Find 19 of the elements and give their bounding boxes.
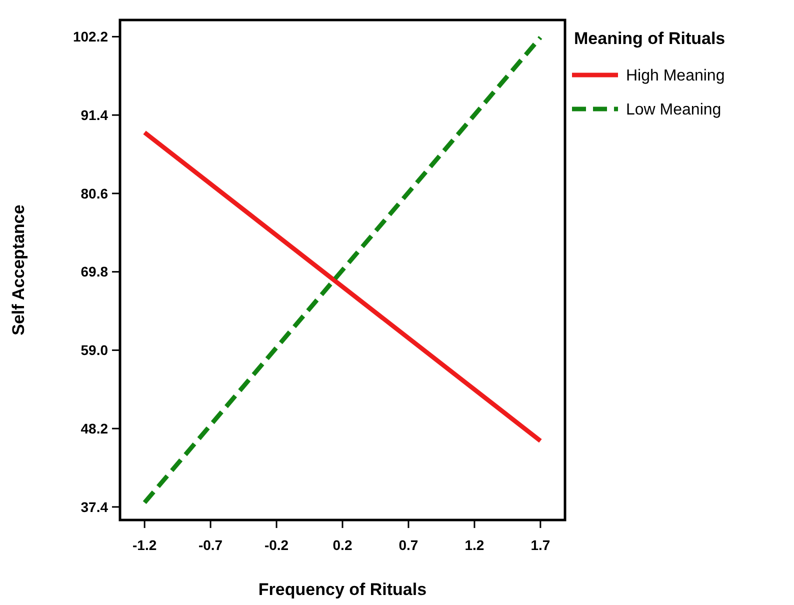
legend-label: High Meaning — [626, 68, 725, 85]
y-tick-label: 69.8 — [80, 264, 108, 280]
x-axis-title: Frequency of Rituals — [258, 580, 427, 599]
y-tick-label: 59.0 — [80, 342, 108, 358]
y-tick-label: 80.6 — [80, 185, 108, 202]
x-tick-label: 1.2 — [464, 537, 484, 553]
legend-title: Meaning of Rituals — [574, 29, 726, 48]
y-tick-label: 102.2 — [72, 28, 108, 45]
y-axis-title: Self Acceptance — [9, 204, 28, 336]
y-tick-label: 48.2 — [80, 420, 108, 436]
x-tick-label: -0.2 — [264, 537, 289, 553]
x-tick-label: 0.7 — [398, 537, 418, 553]
x-tick-label: 0.2 — [332, 537, 352, 553]
x-tick-label: 1.7 — [530, 537, 550, 553]
y-tick-label: 37.4 — [80, 498, 108, 515]
x-tick-label: -1.2 — [132, 537, 157, 553]
y-tick-label: 91.4 — [80, 106, 108, 123]
x-tick-label: -0.7 — [198, 537, 223, 553]
legend-label: Low Meaning — [626, 102, 722, 119]
